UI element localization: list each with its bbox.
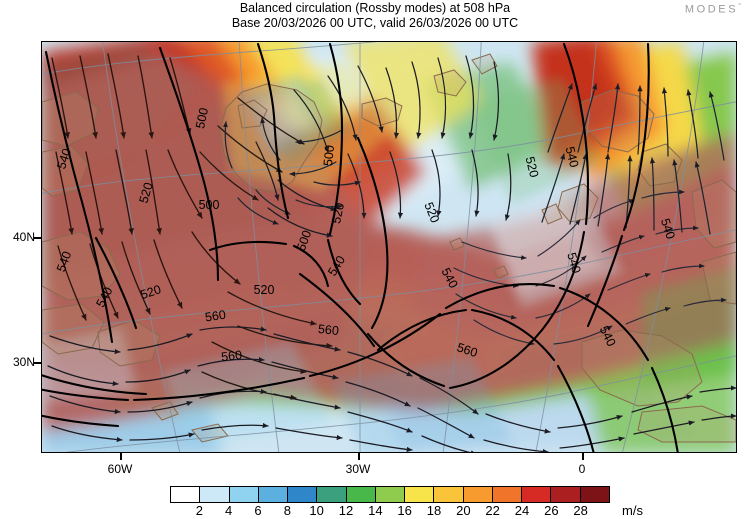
xtick-mark-60w [120, 453, 122, 460]
chart-subtitle: Base 20/03/2026 00 UTC, valid 26/03/2026… [231, 16, 519, 30]
colorbar [170, 486, 610, 503]
xtick-label-30w: 30W [345, 462, 371, 476]
xtick-label-0: 0 [578, 462, 586, 476]
colorbar-cell [434, 487, 464, 502]
ytick-mark-40n [34, 237, 41, 239]
ytick-label-40n: 40N [12, 230, 35, 244]
contour-label: 500 [193, 106, 211, 129]
weather-map-svg: 540 520 500 500 540 540 520 520 500 500 520 520 540 5… [42, 42, 736, 452]
colorbar-tick: 22 [485, 503, 500, 518]
map-plot-area: 540 520 500 500 540 540 520 520 500 500 520 520 540 5… [41, 41, 737, 453]
contour-label: 560 [317, 322, 339, 338]
contour-label: 520 [139, 282, 163, 302]
colorbar-tick: 12 [338, 503, 354, 518]
contour-label: 540 [563, 145, 582, 169]
colorbar-cell [171, 487, 201, 502]
modes-logo-text: MODES [684, 3, 739, 16]
contour-label: 520 [523, 155, 542, 179]
height-contours [42, 42, 679, 452]
contour-labels: 540 520 500 500 540 540 520 520 500 500 520 520 540 5… [54, 106, 678, 364]
colorbar-tick: 4 [225, 503, 233, 518]
colorbar-cell [200, 487, 230, 502]
colorbar-cell [258, 487, 289, 502]
modes-logo: MODES° [685, 3, 741, 16]
colorbar-tick: 10 [309, 503, 324, 518]
contour-label: 540 [54, 147, 74, 171]
xtick-mark-30w [358, 453, 360, 460]
contour-label: 540 [564, 251, 583, 275]
contour-label: 540 [54, 249, 74, 273]
colorbar-unit-label: m/s [622, 503, 643, 518]
colorbar-cell [492, 487, 523, 502]
wind-streamlines [47, 53, 736, 452]
colorbar-tick: 24 [514, 503, 530, 518]
colorbar-cell [522, 487, 552, 502]
xtick-mark-0 [582, 453, 584, 460]
contour-label: 540 [658, 217, 678, 241]
colorbar-tick: 28 [573, 503, 588, 518]
colorbar-tick: 2 [195, 503, 203, 518]
colorbar-tick: 16 [397, 503, 412, 518]
colorbar-cell [405, 487, 435, 502]
colorbar-cell [580, 487, 609, 502]
chart-title-block: Balanced circulation (Rossby modes) at 5… [0, 1, 750, 31]
contour-label: 560 [220, 348, 242, 364]
contour-label: 520 [137, 181, 156, 205]
ytick-mark-30n [34, 362, 41, 364]
colorbar-tick: 26 [544, 503, 559, 518]
ytick-label-30n: 30N [12, 355, 35, 369]
contour-label: 500 [199, 198, 220, 212]
colorbar-cell [288, 487, 318, 502]
contour-label: 560 [204, 308, 227, 325]
colorbar-cell [551, 487, 581, 502]
coastlines [42, 53, 736, 443]
xtick-label-60w: 60W [107, 462, 133, 476]
colorbar-cell [317, 487, 347, 502]
colorbar-tick: 20 [456, 503, 471, 518]
graticule [42, 42, 736, 452]
colorbar-tick-labels: 2 4 6 8 10 12 14 16 18 20 22 24 26 28 [0, 503, 750, 519]
colorbar-cell [463, 487, 493, 502]
contour-label: 520 [254, 283, 275, 297]
contour-label: 560 [455, 340, 479, 360]
contour-label: 500 [294, 228, 314, 252]
colorbar-tick: 18 [426, 503, 442, 518]
colorbar-tick: 14 [368, 503, 383, 518]
colorbar-cell [229, 487, 259, 502]
colorbar-tick: 6 [254, 503, 262, 518]
colorbar-cell [375, 487, 406, 502]
modes-logo-mark: ° [738, 3, 741, 10]
colorbar-cell [346, 487, 376, 502]
colorbar-tick: 8 [283, 503, 291, 518]
contour-label: 520 [329, 201, 347, 224]
contour-label: 500 [321, 144, 337, 166]
page-title: Balanced circulation (Rossby modes) at 5… [239, 1, 511, 15]
